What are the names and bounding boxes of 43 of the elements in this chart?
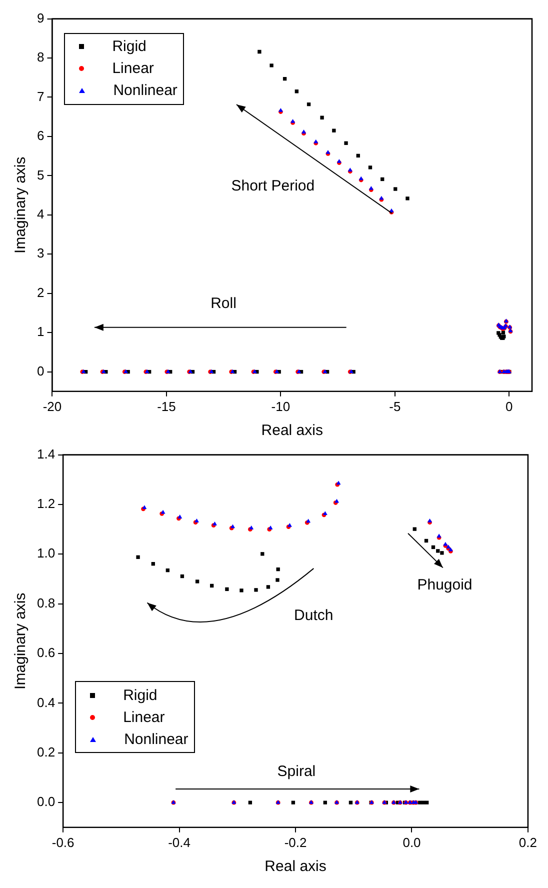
- x-tick-label: 0: [506, 398, 513, 414]
- legend-label: Nonlinear: [124, 730, 188, 748]
- y-tick-label: 1.0: [36, 546, 56, 561]
- legend-label: Nonlinear: [113, 82, 178, 100]
- x-tick-label: -0.6: [52, 834, 74, 850]
- y-tick-label: 6: [36, 128, 44, 144]
- x-tick-label: -0.4: [168, 834, 190, 850]
- y-tick-label: 5: [36, 167, 44, 182]
- y-tick-label: 7: [36, 88, 44, 104]
- annotation: Short Period: [231, 178, 315, 195]
- legend-label: Linear: [123, 708, 165, 726]
- x-tick-label: -10: [271, 398, 290, 414]
- y-tick-label: 9: [36, 10, 44, 26]
- x-tick-label: -15: [157, 398, 176, 414]
- y-tick-label: 4: [36, 206, 44, 222]
- annotation: Spiral: [277, 763, 316, 780]
- y-tick-label: 3: [36, 246, 44, 261]
- legend-label: Linear: [112, 60, 154, 78]
- y-tick-label: 0: [36, 363, 44, 378]
- x-axis-title: Real axis: [264, 858, 326, 876]
- x-tick-label: -20: [42, 398, 62, 414]
- y-tick-label: 1.2: [36, 496, 56, 512]
- legend-label: Rigid: [123, 686, 158, 704]
- y-axis-title: Imaginary axis: [12, 592, 30, 690]
- y-tick-label: 0.6: [36, 645, 56, 660]
- x-tick-label: 0.0: [402, 834, 421, 850]
- y-axis-title: Imaginary axis: [12, 156, 30, 254]
- x-tick-label: 0.2: [518, 834, 538, 850]
- legend-label: Rigid: [112, 38, 146, 56]
- annotation: Dutch: [294, 606, 334, 624]
- y-tick-label: 2: [36, 284, 44, 300]
- annotation: Roll: [210, 294, 236, 312]
- y-tick-label: 8: [36, 50, 44, 65]
- x-tick-label: -5: [389, 398, 401, 414]
- annotation: Phugoid: [417, 576, 472, 594]
- y-tick-label: 1: [36, 324, 44, 340]
- y-tick-label: 0.4: [36, 694, 56, 710]
- x-tick-label: -0.2: [284, 834, 307, 850]
- x-axis-title: Real axis: [261, 422, 323, 440]
- y-tick-label: 0.2: [36, 744, 56, 760]
- y-tick-label: 0.8: [36, 595, 56, 610]
- y-tick-label: 0.0: [36, 794, 56, 810]
- y-tick-label: 1.4: [36, 446, 56, 462]
